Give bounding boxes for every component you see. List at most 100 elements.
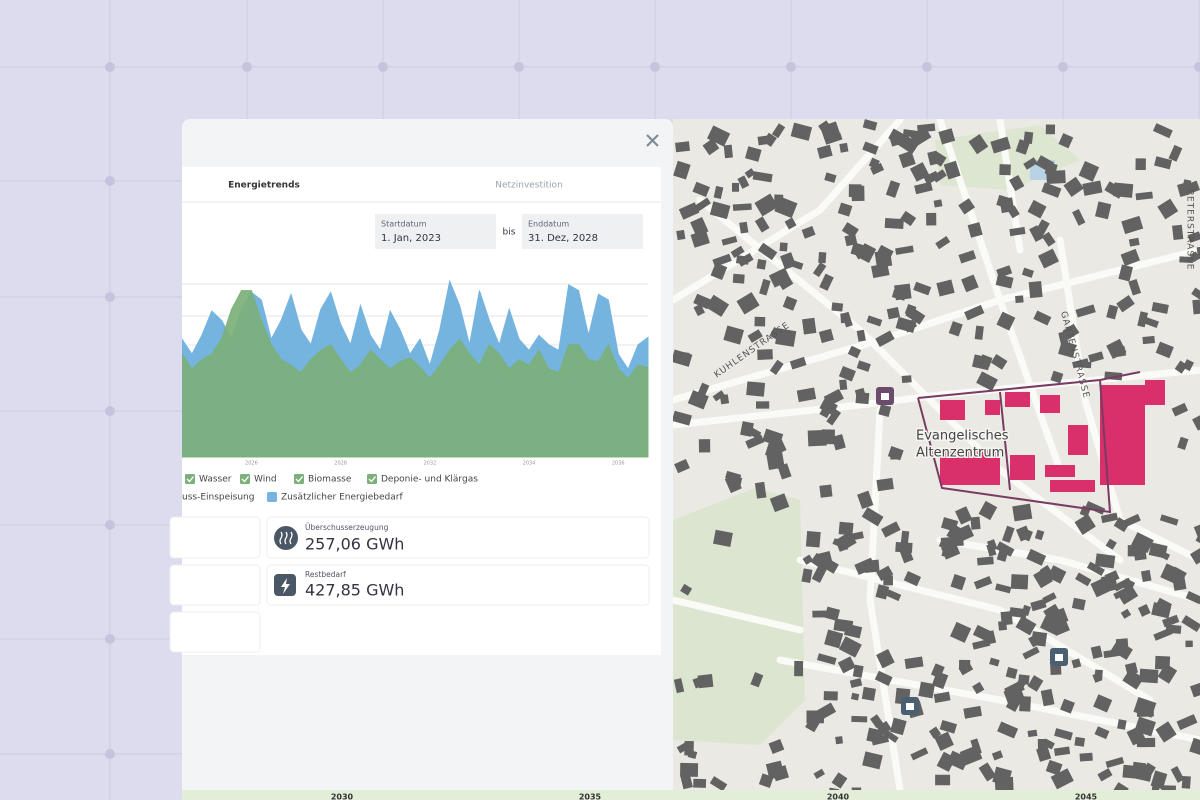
building: [874, 670, 893, 686]
building: [754, 481, 767, 499]
legend-swatch[interactable]: [367, 474, 377, 484]
building-highlight: [940, 400, 965, 420]
legend-swatch[interactable]: [267, 492, 277, 502]
building: [1139, 668, 1159, 684]
building: [680, 773, 693, 790]
building: [886, 306, 900, 320]
street-label: PETERSTRASSE: [1185, 190, 1195, 271]
building: [958, 250, 977, 264]
building: [679, 351, 690, 361]
card: [266, 564, 650, 606]
x-tick-label: 2032: [424, 461, 437, 467]
date-field[interactable]: [375, 214, 496, 249]
building: [1181, 180, 1200, 196]
map[interactable]: KUHLENSTRASSE GARTENSTRASSEPETERSTRASSEEv…: [671, 119, 1200, 800]
legend-swatch[interactable]: [185, 474, 195, 484]
building: [1050, 370, 1064, 384]
legend-swatch[interactable]: [240, 474, 250, 484]
building: [1093, 694, 1113, 713]
building: [970, 516, 981, 530]
building: [710, 262, 728, 280]
building: [1174, 360, 1188, 374]
building: [1105, 756, 1125, 768]
building: [935, 235, 951, 250]
building: [999, 164, 1011, 176]
building: [841, 311, 853, 328]
checkmark: [186, 476, 195, 483]
building: [1086, 561, 1105, 576]
building: [968, 133, 989, 155]
building: [950, 574, 967, 591]
building: [1137, 604, 1151, 617]
building: [838, 365, 856, 382]
building: [831, 772, 848, 789]
building: [713, 185, 724, 199]
building: [821, 429, 835, 445]
building: [950, 621, 972, 643]
building: [928, 726, 942, 739]
building: [1039, 615, 1061, 635]
building: [903, 571, 922, 587]
building: [1157, 663, 1178, 684]
building: [1042, 738, 1055, 750]
close-button[interactable]: [646, 134, 659, 147]
tab[interactable]: Netzinvestition: [495, 181, 563, 191]
building: [1128, 279, 1142, 296]
building: [820, 556, 839, 574]
place-label: Altenzentrum: [916, 446, 1004, 461]
building: [934, 731, 954, 751]
date-field[interactable]: [522, 214, 643, 249]
field-value: 31. Dez, 2028: [528, 233, 598, 244]
building: [747, 329, 763, 343]
building: [994, 776, 1014, 790]
building: [818, 328, 834, 344]
building: [930, 663, 945, 679]
building: [692, 181, 710, 198]
building: [1063, 176, 1084, 197]
building: [812, 610, 831, 618]
building: [1185, 591, 1200, 605]
building: [805, 530, 821, 548]
building: [1088, 351, 1104, 363]
building: [946, 750, 969, 771]
road: [696, 196, 1124, 564]
building: [923, 170, 940, 185]
building: [913, 281, 932, 296]
legend-swatch[interactable]: [294, 474, 304, 484]
building: [1113, 517, 1130, 533]
building-highlight: [1040, 395, 1060, 413]
building: [996, 265, 1013, 278]
building: [1179, 256, 1194, 264]
building-highlight: [940, 450, 1000, 485]
building: [864, 559, 880, 573]
building: [933, 199, 943, 208]
building: [940, 536, 956, 549]
card: [169, 564, 261, 606]
legend-label: Deponie- und Klärgas: [381, 475, 478, 485]
building: [996, 311, 1016, 331]
grid-dot: [1058, 62, 1068, 72]
card-label: Überschusserzeugung: [305, 523, 389, 532]
building: [958, 198, 976, 215]
building: [938, 128, 956, 145]
building: [833, 618, 854, 633]
legend-label: Zusätzlicher Energiebedarf: [281, 493, 403, 503]
building: [769, 326, 783, 341]
timeline-label: 2040: [827, 793, 850, 800]
building: [1139, 315, 1159, 328]
building: [1135, 158, 1146, 171]
building: [1074, 513, 1096, 535]
building: [712, 253, 732, 267]
building: [1082, 180, 1103, 196]
building: [1053, 746, 1071, 756]
tab[interactable]: Energietrends: [228, 181, 300, 191]
timeline: [182, 790, 1200, 800]
building: [740, 421, 754, 437]
building-highlight: [1045, 465, 1075, 477]
building: [875, 584, 890, 600]
card: [169, 516, 261, 559]
building: [698, 439, 711, 453]
building: [857, 490, 874, 509]
building: [839, 379, 848, 391]
building: [976, 371, 998, 392]
